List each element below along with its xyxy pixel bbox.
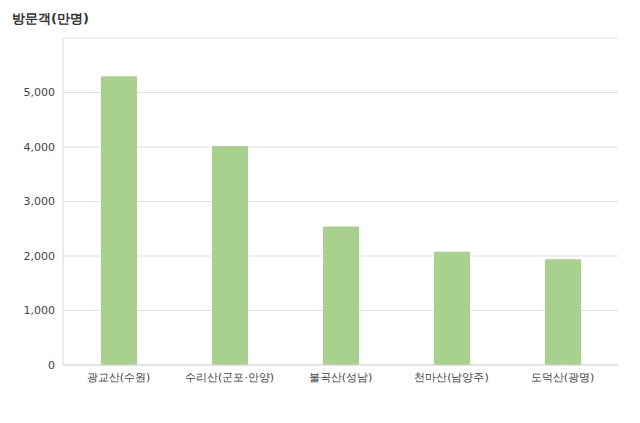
svg-text:3,000: 3,000 — [24, 195, 56, 208]
svg-text:5,000: 5,000 — [24, 86, 56, 99]
svg-text:0: 0 — [48, 359, 55, 372]
html-text:방문객(만명): 방문객(만명) — [12, 11, 89, 26]
svg-text:천마산(남양주): 천마산(남양주) — [414, 371, 489, 384]
svg-text:1,000: 1,000 — [24, 304, 56, 317]
svg-text:2,000: 2,000 — [24, 250, 56, 263]
svg-text:도덕산(광명): 도덕산(광명) — [531, 371, 595, 384]
svg-text:광교산(수원): 광교산(수원) — [87, 371, 151, 384]
svg-text:불곡산(성남): 불곡산(성남) — [309, 371, 373, 384]
svg-text:4,000: 4,000 — [24, 141, 56, 154]
svg-text:수리산(군포·안양): 수리산(군포·안양) — [185, 371, 274, 384]
